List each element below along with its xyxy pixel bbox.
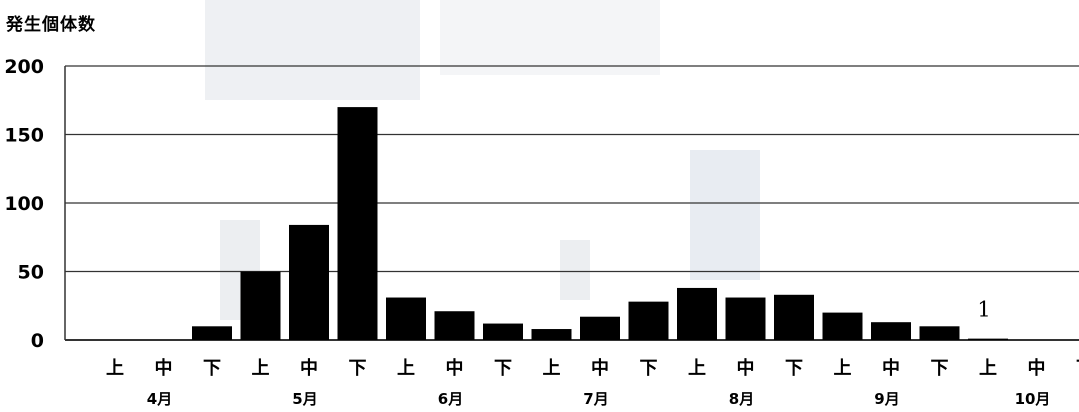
background-scan-block <box>205 0 420 100</box>
x-tick-label: 下 <box>349 358 367 379</box>
month-label: 7月 <box>583 390 608 408</box>
bar <box>871 322 911 340</box>
background-scan-block <box>440 0 660 75</box>
bar <box>434 311 475 340</box>
bar <box>240 271 281 340</box>
month-label: 9月 <box>874 390 899 408</box>
x-tick-label: 上 <box>979 358 997 379</box>
data-label: 1 <box>977 298 990 322</box>
x-tick-label: 中 <box>1028 357 1046 379</box>
bar <box>774 294 814 340</box>
y-tick-label: 0 <box>31 330 44 352</box>
chart-title: 発生個体数 <box>6 15 96 35</box>
y-tick-label: 100 <box>4 193 44 215</box>
y-tick-label: 150 <box>4 125 44 147</box>
x-tick-label: 上 <box>543 358 561 379</box>
x-tick-label: 上 <box>106 358 124 379</box>
background-scan-block <box>690 150 760 280</box>
bar <box>628 301 669 340</box>
y-tick-label: 50 <box>18 262 44 284</box>
x-tick-label: 下 <box>640 358 658 379</box>
x-tick-label: 下 <box>785 358 803 379</box>
x-tick-label: 上 <box>397 358 415 379</box>
x-tick-label: 下 <box>931 358 949 379</box>
month-label: 4月 <box>147 390 172 408</box>
x-tick-label: 下 <box>203 358 221 379</box>
x-tick-label: 上 <box>834 358 852 379</box>
bar <box>677 287 717 340</box>
bar <box>386 297 426 340</box>
bar <box>192 326 232 340</box>
x-tick-label: 下 <box>494 358 512 379</box>
bar <box>580 316 620 340</box>
bar <box>822 312 863 340</box>
y-tick-label: 200 <box>4 56 44 78</box>
x-tick-label: 中 <box>300 357 318 379</box>
bar <box>725 297 766 340</box>
month-label: 6月 <box>438 390 463 408</box>
x-tick-label: 上 <box>252 358 270 379</box>
bar <box>968 338 1008 340</box>
x-tick-label: 中 <box>882 357 900 379</box>
x-tick-label: 下 <box>1076 358 1079 379</box>
month-label: 10月 <box>1015 390 1051 408</box>
month-label: 5月 <box>292 390 317 408</box>
background-scan-block <box>560 240 590 300</box>
bar <box>919 326 960 340</box>
x-tick-label: 中 <box>446 357 464 379</box>
bar <box>531 329 572 340</box>
x-tick-label: 中 <box>737 357 755 379</box>
bar <box>337 107 378 340</box>
x-tick-label: 中 <box>591 357 609 379</box>
month-label: 8月 <box>729 390 754 408</box>
x-tick-label: 上 <box>688 358 706 379</box>
bar <box>289 224 329 340</box>
x-tick-label: 中 <box>155 357 173 379</box>
bar <box>483 323 523 340</box>
